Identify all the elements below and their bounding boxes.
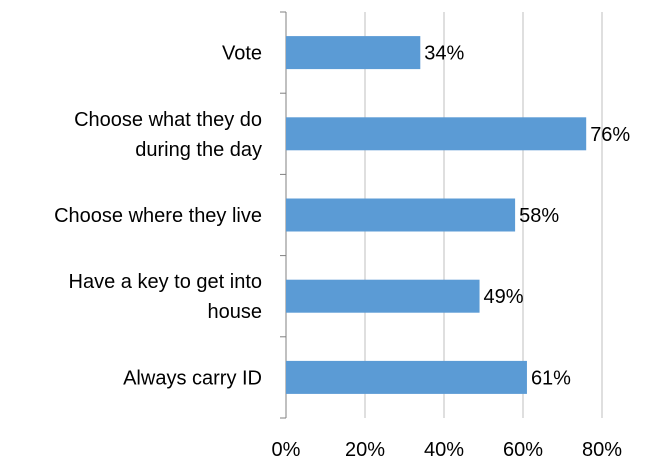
- x-tick-label: 20%: [345, 439, 385, 461]
- data-label: 49%: [484, 286, 524, 308]
- bar: [286, 117, 587, 151]
- x-tick-label: 80%: [582, 439, 622, 461]
- bar: [286, 279, 480, 313]
- tick-labels: 0% 20% 40% 60% 80%: [272, 439, 623, 461]
- data-label: 76%: [590, 124, 630, 146]
- category-label: Have a key to get into house: [69, 271, 262, 323]
- category-label: Choose where they live: [54, 205, 262, 227]
- category-label-line: Choose where they live: [54, 205, 262, 227]
- x-tick-label: 0%: [272, 439, 301, 461]
- data-label: 58%: [519, 205, 559, 227]
- category-label-line: during the day: [135, 139, 262, 161]
- x-tick-label: 60%: [503, 439, 543, 461]
- x-tick-label: 40%: [424, 439, 464, 461]
- category-label: Vote: [222, 43, 262, 65]
- category-label-line: Choose what they do: [74, 109, 262, 131]
- data-label: 61%: [531, 367, 571, 389]
- bar: [286, 360, 527, 394]
- data-label: 34%: [424, 43, 464, 65]
- bar: [286, 198, 516, 232]
- bar: [286, 36, 421, 70]
- category-label-line: Vote: [222, 43, 262, 65]
- category-label-line: house: [208, 301, 263, 323]
- category-label-line: Always carry ID: [123, 367, 262, 389]
- value-labels: 34% 76% 58% 49% 61%: [424, 43, 630, 390]
- category-label: Choose what they do during the day: [74, 109, 262, 161]
- category-label-line: Have a key to get into: [69, 271, 262, 293]
- category-axis: [280, 11, 287, 419]
- category-label: Always carry ID: [123, 367, 262, 389]
- bars: [286, 36, 587, 394]
